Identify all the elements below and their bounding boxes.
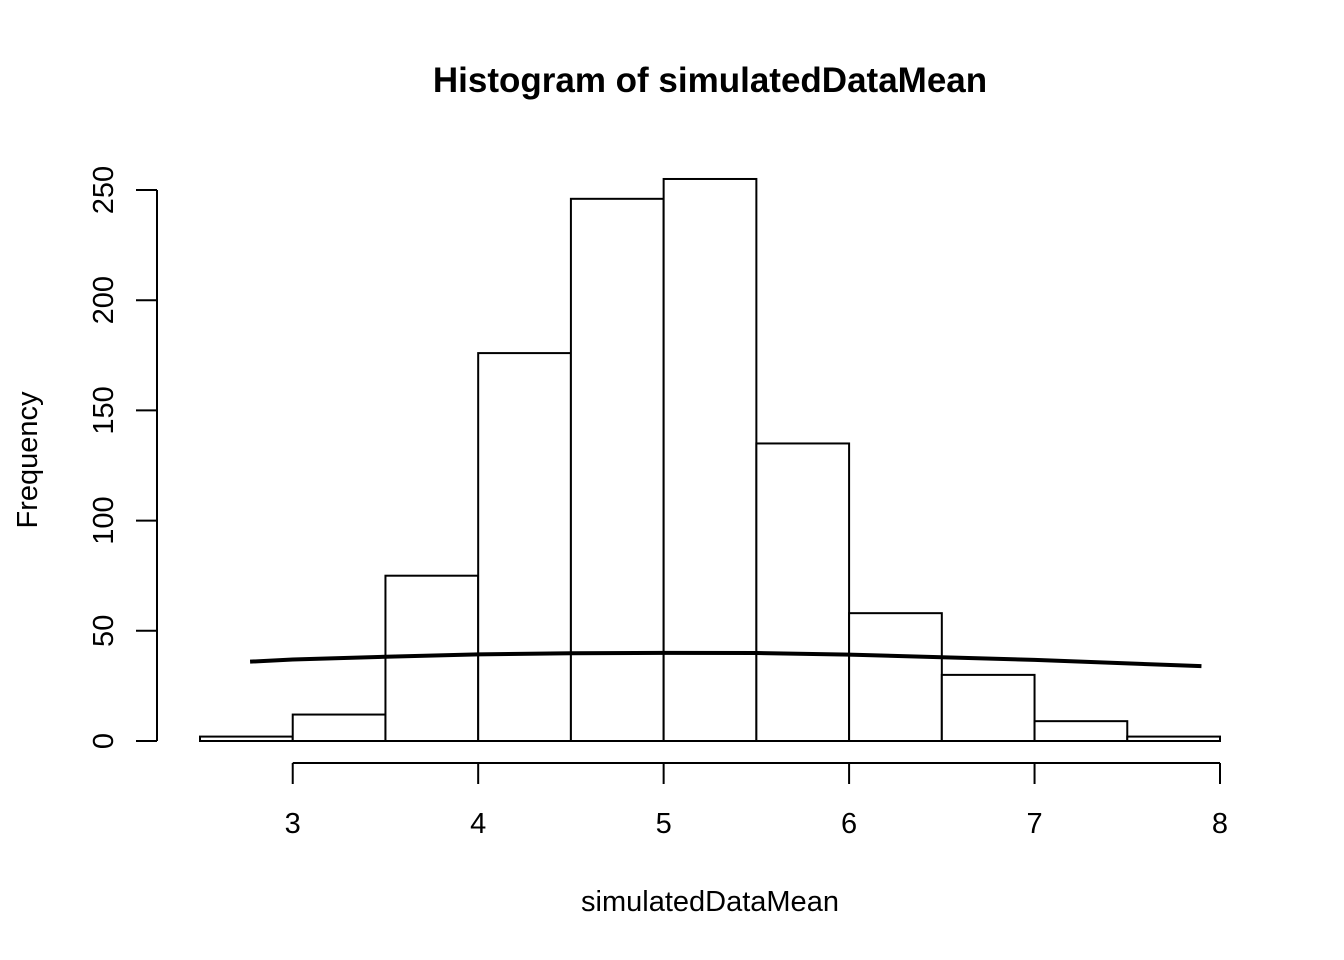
- histogram-bar: [569, 197, 665, 743]
- y-tick-label: 50: [88, 615, 120, 647]
- histogram-bar: [477, 352, 572, 742]
- histogram-bar: [291, 713, 387, 743]
- histogram-bar: [1126, 735, 1221, 742]
- overlay-curve-group: [249, 650, 1202, 669]
- y-tick-label: 250: [88, 166, 120, 214]
- x-tick-label: 3: [285, 808, 301, 840]
- histogram-bar: [1033, 720, 1129, 743]
- y-axis: 0 50 100 150 200 250: [88, 166, 158, 749]
- x-axis: 3 4 5 6 7 8: [285, 762, 1228, 840]
- x-axis-label: simulatedDataMean: [581, 886, 839, 918]
- y-tick-label: 100: [88, 496, 120, 544]
- y-tick-label: 150: [88, 386, 120, 434]
- histogram-bar: [199, 735, 294, 742]
- x-tick-label: 7: [1026, 808, 1042, 840]
- histogram-bar: [848, 612, 943, 743]
- histogram-bar: [662, 177, 758, 743]
- y-tick-label: 0: [88, 733, 120, 749]
- x-tick-label: 6: [841, 808, 857, 840]
- x-tick-label: 4: [470, 808, 486, 840]
- x-tick-label: 5: [656, 808, 672, 840]
- y-tick-label: 200: [88, 276, 120, 324]
- histogram-bar: [940, 673, 1036, 743]
- overlay-curve: [249, 650, 1202, 669]
- y-axis-label: Frequency: [12, 391, 44, 529]
- chart-title: Histogram of simulatedDataMean: [433, 61, 987, 100]
- x-tick-label: 8: [1212, 808, 1228, 840]
- histogram-bar: [755, 442, 851, 742]
- histogram-bars: [199, 177, 1221, 743]
